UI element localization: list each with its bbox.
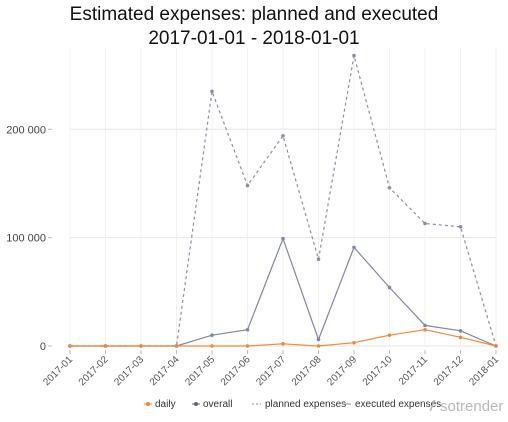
data-point: [281, 133, 285, 138]
data-point: [387, 333, 392, 337]
data-point: [245, 183, 250, 188]
x-tick-label: 2017-06: [219, 354, 253, 388]
data-point: [494, 344, 498, 348]
legend-label: daily: [155, 399, 176, 410]
x-tick-label: 2017-04: [148, 354, 182, 388]
data-point: [210, 344, 214, 348]
brand-logo: / sotrender: [429, 398, 503, 415]
brand-slash-icon: /: [429, 398, 436, 415]
series-daily: [68, 327, 498, 348]
data-point: [245, 327, 250, 332]
x-tick-label: 2017-10: [361, 354, 395, 388]
data-point: [210, 89, 214, 94]
data-point: [387, 285, 392, 290]
data-point: [423, 327, 427, 332]
data-point: [387, 185, 392, 190]
legend-marker: [146, 402, 150, 406]
x-tick-label: 2017-03: [112, 354, 146, 388]
data-point: [210, 333, 214, 337]
y-tick-label: 0: [40, 341, 46, 353]
x-tick-label: 2017-07: [254, 354, 288, 388]
x-tick-label: 2017-09: [325, 354, 359, 388]
chart-subtitle: 2017-01-01 - 2018-01-01: [148, 28, 359, 49]
legend-item: planned expenses: [252, 399, 346, 410]
y-axis: 0 100 000 200 000: [6, 124, 52, 353]
data-point: [316, 337, 321, 342]
legend-label: overall: [203, 399, 232, 410]
y-tick-label: 100 000: [6, 233, 46, 245]
x-tick-label: 2017-08: [290, 354, 324, 388]
data-point: [352, 245, 356, 250]
x-tick-label: 2017-01: [41, 354, 75, 388]
x-tick-label: 2017-11: [397, 354, 431, 388]
data-point: [423, 221, 427, 226]
y-tick-label: 200 000: [6, 124, 46, 136]
x-tick-label: 2017-02: [77, 354, 111, 388]
data-point: [352, 340, 356, 345]
data-point: [423, 323, 427, 328]
data-point: [139, 344, 143, 348]
chart-title: Estimated expenses: planned and executed: [70, 4, 439, 25]
data-point: [458, 329, 463, 333]
x-tick-label: 2017-05: [183, 354, 217, 388]
x-tick-label: 2018-01: [467, 354, 501, 388]
data-point: [245, 344, 250, 348]
brand-text: sotrender: [440, 398, 503, 415]
data-point: [174, 344, 179, 348]
legend-item: daily: [144, 399, 176, 410]
data-point: [316, 257, 321, 262]
data-point: [458, 225, 463, 229]
legend: daily overall planned expenses executed exp…: [144, 399, 441, 410]
data-point: [316, 344, 321, 348]
data-point: [352, 53, 356, 58]
x-axis: 2017-01 2017-02 2017-03 2017-04 2017-05 2017-…: [41, 350, 501, 388]
data-point: [281, 236, 285, 241]
x-tick-label: 2017-12: [432, 354, 466, 388]
series: [68, 53, 498, 348]
data-point: [103, 344, 108, 348]
grid: [69, 48, 497, 347]
legend-label: executed expenses: [355, 399, 441, 410]
legend-label: planned expenses: [265, 399, 346, 410]
data-point: [281, 342, 285, 346]
legend-item: overall: [192, 399, 232, 410]
data-point: [458, 335, 463, 340]
legend-marker: [194, 402, 198, 406]
legend-item: executed expenses: [342, 399, 441, 410]
data-point: [68, 344, 72, 348]
